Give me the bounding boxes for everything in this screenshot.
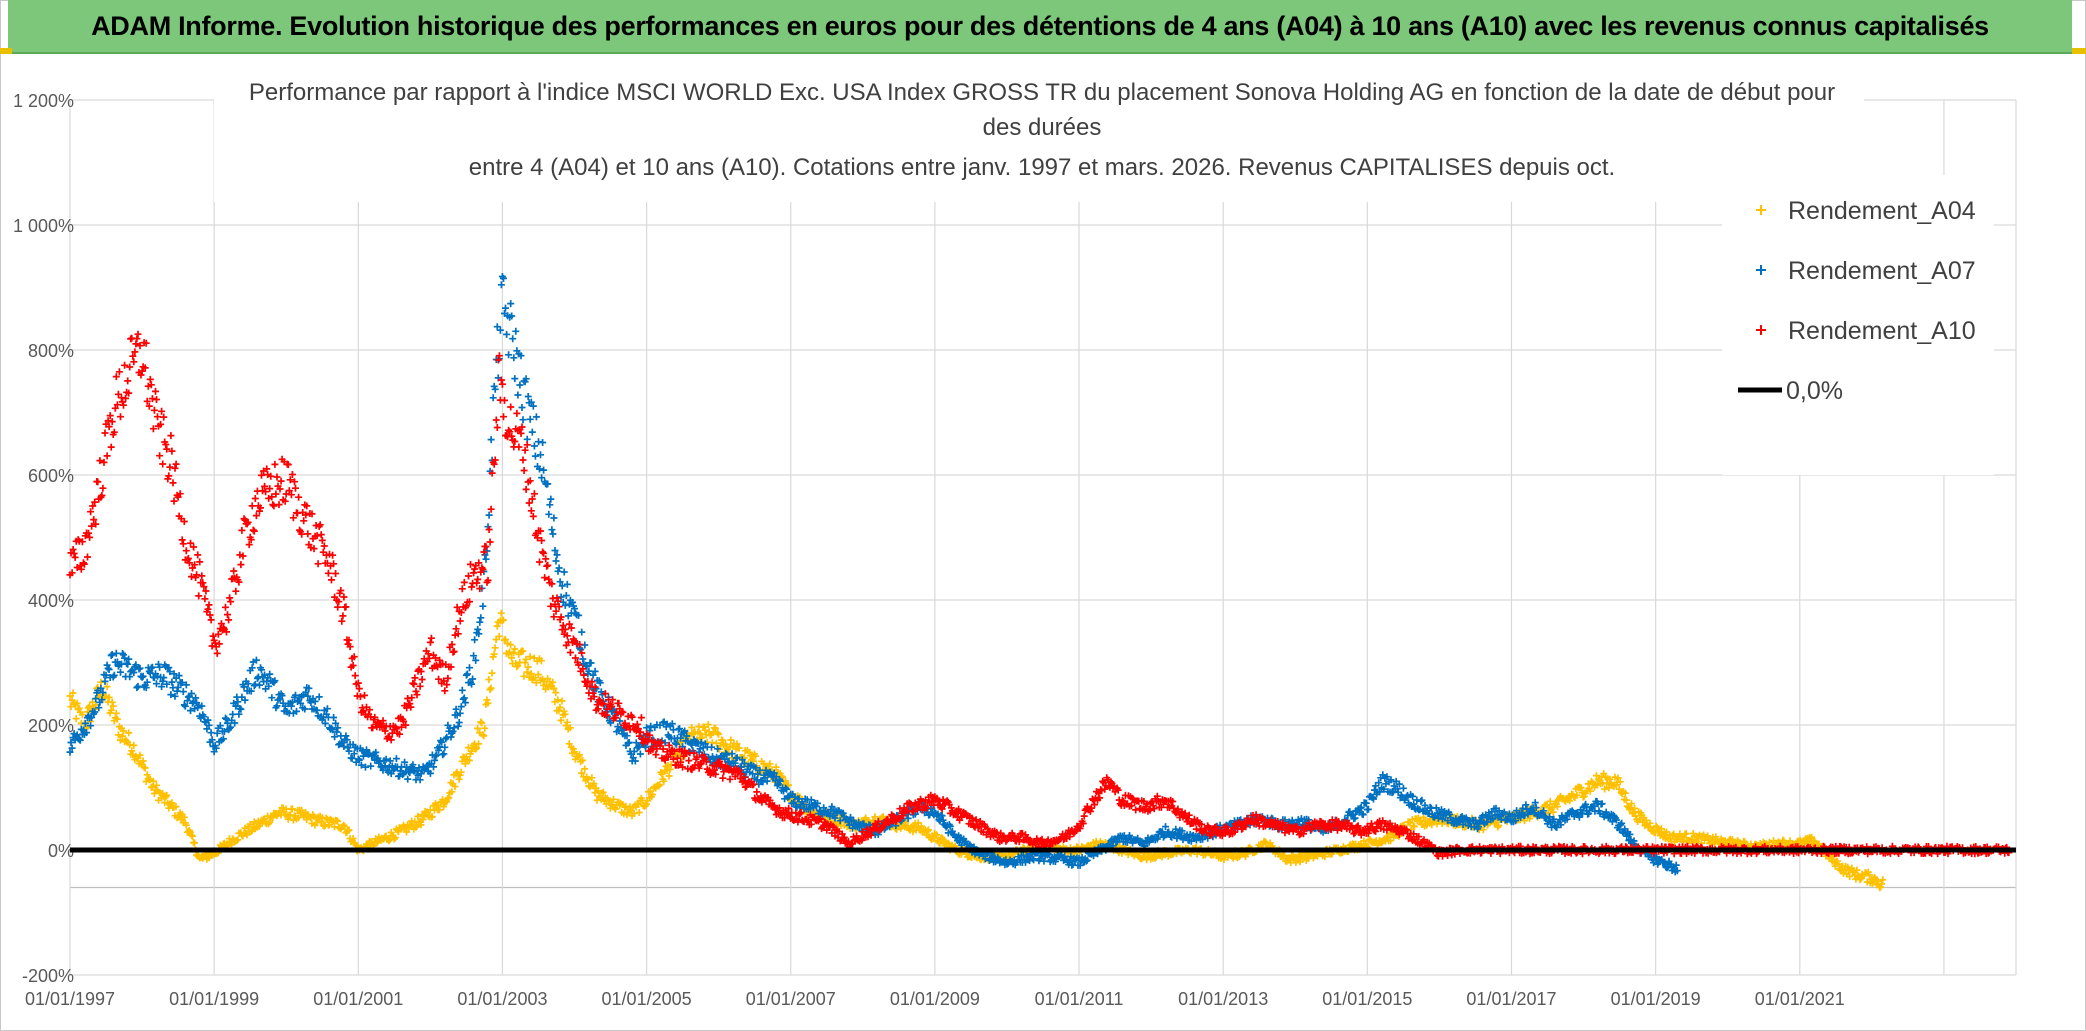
y-tick-label: 800%	[28, 341, 74, 361]
corner-accent-right	[2072, 48, 2086, 54]
x-tick-label: 01/01/2005	[602, 989, 692, 1009]
y-tick-label: 200%	[28, 716, 74, 736]
performance-scatter-chart: 1 200% 1 000% 800% 600% 400% 200% 0% -200% 01/0…	[13, 79, 2017, 1009]
y-tick-label: 1 000%	[13, 216, 74, 236]
x-tick-label: 01/01/2021	[1755, 989, 1845, 1009]
report-banner: ADAM Informe. Evolution historique des p…	[8, 0, 2072, 54]
y-tick-label: 400%	[28, 591, 74, 611]
chart-title-line: entre 4 (A04) et 10 ans (A10). Cotations…	[469, 154, 1615, 181]
legend-marker	[1756, 265, 1766, 275]
corner-accent-left	[0, 48, 12, 54]
x-tick-label: 01/01/2007	[746, 989, 836, 1009]
x-tick-label: 01/01/2003	[457, 989, 547, 1009]
series-Rendement_A07	[66, 273, 1681, 876]
x-tick-label: 01/01/2011	[1035, 989, 1124, 1009]
y-tick-label: 600%	[28, 466, 74, 486]
legend-label: Rendement_A07	[1788, 257, 1976, 285]
legend-box	[1722, 175, 1994, 475]
legend: Rendement_A04 Rendement_A07 Rendement_A10 0…	[1738, 197, 1976, 405]
legend-marker	[1756, 325, 1766, 335]
legend-marker	[1756, 205, 1766, 215]
x-tick-label: 01/01/2015	[1322, 989, 1412, 1009]
x-tick-label: 01/01/2009	[890, 989, 980, 1009]
y-axis-ticks: 1 200% 1 000% 800% 600% 400% 200% 0% -200%	[13, 91, 74, 986]
legend-label: Rendement_A04	[1788, 197, 1976, 225]
title-box	[214, 80, 1864, 202]
x-tick-label: 01/01/2019	[1611, 989, 1701, 1009]
y-tick-label: 1 200%	[13, 91, 74, 111]
x-axis-ticks: 01/01/1997 01/01/1999 01/01/2001 01/01/2003…	[25, 989, 1845, 1009]
legend-label: 0,0%	[1786, 377, 1843, 405]
data-points	[66, 273, 2013, 891]
x-tick-label: 01/01/1997	[25, 989, 115, 1009]
x-tick-label: 01/01/2017	[1466, 989, 1556, 1009]
series-markers-Rendement_A07	[66, 273, 1681, 876]
chart-title: Performance par rapport à l'indice MSCI …	[249, 79, 1835, 181]
x-tick-label: 01/01/1999	[169, 989, 259, 1009]
chart-title-line: Performance par rapport à l'indice MSCI …	[249, 79, 1835, 106]
report-title: ADAM Informe. Evolution historique des p…	[91, 10, 1989, 41]
chart-title-line: des durées	[983, 114, 1102, 141]
x-tick-label: 01/01/2013	[1178, 989, 1268, 1009]
y-tick-label: -200%	[22, 966, 74, 986]
x-tick-label: 01/01/2001	[313, 989, 403, 1009]
y-tick-label: 0%	[48, 841, 74, 861]
legend-label: Rendement_A10	[1788, 317, 1976, 345]
